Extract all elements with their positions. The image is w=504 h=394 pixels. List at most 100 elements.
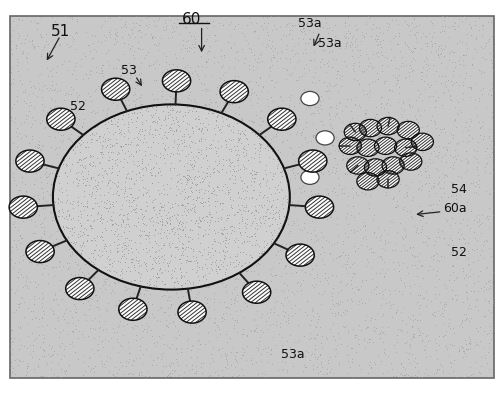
Point	[173, 275, 181, 281]
Point	[111, 228, 119, 234]
Point	[310, 132, 318, 138]
Point	[289, 165, 297, 171]
Point	[27, 308, 35, 314]
Point	[223, 361, 231, 368]
Point	[395, 262, 403, 268]
Point	[134, 115, 142, 121]
Point	[219, 125, 227, 131]
Point	[342, 323, 350, 329]
Point	[274, 311, 282, 318]
Point	[54, 317, 62, 323]
Point	[350, 60, 358, 67]
Point	[208, 266, 216, 273]
Point	[396, 121, 404, 128]
Point	[207, 214, 215, 220]
Point	[299, 368, 307, 374]
Circle shape	[66, 277, 94, 299]
Point	[313, 316, 322, 322]
Point	[267, 64, 275, 70]
Point	[164, 129, 172, 136]
Point	[124, 97, 132, 103]
Point	[218, 345, 226, 351]
Point	[430, 291, 438, 297]
Point	[171, 200, 179, 206]
Point	[309, 308, 318, 314]
Point	[50, 296, 58, 302]
Point	[369, 172, 377, 178]
Point	[166, 185, 174, 191]
Point	[487, 336, 495, 343]
Point	[132, 179, 140, 186]
Point	[42, 174, 50, 180]
Point	[229, 143, 237, 149]
Point	[45, 48, 53, 54]
Point	[365, 246, 373, 253]
Point	[446, 241, 454, 247]
Point	[451, 20, 459, 26]
Point	[72, 306, 80, 312]
Point	[455, 139, 463, 145]
Point	[108, 252, 116, 258]
Point	[255, 260, 263, 266]
Point	[231, 134, 239, 140]
Point	[276, 220, 284, 226]
Point	[37, 185, 45, 191]
Point	[242, 204, 250, 210]
Point	[44, 241, 52, 247]
Point	[23, 369, 31, 375]
Point	[260, 201, 268, 208]
Point	[269, 229, 277, 235]
Point	[169, 225, 177, 232]
Point	[395, 30, 403, 37]
Point	[62, 89, 71, 96]
Point	[243, 204, 251, 210]
Point	[92, 48, 100, 54]
Point	[98, 229, 106, 235]
Point	[225, 101, 233, 108]
Point	[418, 338, 426, 344]
Point	[99, 73, 107, 79]
Point	[191, 36, 199, 42]
Point	[439, 171, 447, 177]
Point	[122, 24, 130, 30]
Point	[189, 115, 197, 121]
Point	[253, 148, 261, 154]
Point	[442, 285, 450, 291]
Point	[149, 165, 157, 171]
Point	[288, 47, 296, 54]
Point	[359, 87, 367, 93]
Point	[154, 219, 162, 226]
Point	[171, 214, 179, 221]
Point	[242, 268, 250, 274]
Point	[209, 18, 217, 24]
Point	[463, 315, 471, 322]
Point	[393, 229, 401, 235]
Point	[283, 208, 291, 214]
Point	[384, 180, 392, 186]
Point	[168, 226, 176, 232]
Point	[142, 275, 150, 281]
Point	[9, 140, 17, 147]
Point	[151, 227, 159, 233]
Point	[446, 93, 454, 99]
Point	[308, 79, 317, 85]
Point	[162, 274, 170, 280]
Point	[184, 200, 192, 206]
Point	[34, 281, 42, 288]
Point	[485, 133, 493, 139]
Point	[150, 314, 158, 321]
Point	[389, 72, 397, 78]
Point	[119, 217, 127, 224]
Point	[144, 24, 152, 30]
Point	[145, 239, 153, 245]
Point	[236, 176, 244, 182]
Point	[258, 58, 266, 64]
Point	[178, 244, 186, 251]
Point	[19, 89, 27, 96]
Point	[476, 337, 484, 344]
Point	[438, 23, 447, 29]
Point	[238, 140, 246, 147]
Point	[268, 273, 276, 279]
Point	[184, 194, 192, 201]
Point	[474, 288, 482, 294]
